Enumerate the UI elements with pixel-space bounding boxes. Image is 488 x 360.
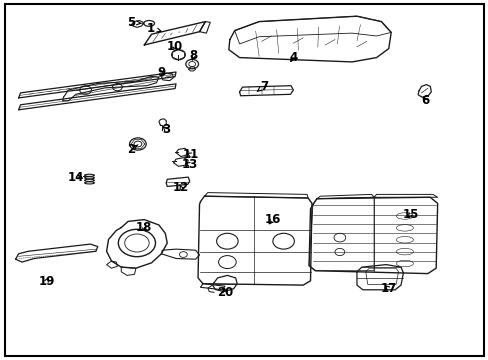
Text: 16: 16 [264, 213, 281, 226]
Text: 7: 7 [257, 80, 267, 93]
Text: 8: 8 [189, 49, 197, 62]
Text: 6: 6 [421, 94, 428, 107]
Text: 12: 12 [172, 181, 189, 194]
Text: 13: 13 [181, 158, 198, 171]
Text: 14: 14 [67, 171, 84, 184]
Text: 18: 18 [136, 221, 152, 234]
Text: 15: 15 [402, 208, 418, 221]
Text: 5: 5 [127, 16, 141, 29]
Text: 4: 4 [289, 51, 297, 64]
Text: 1: 1 [146, 22, 161, 35]
Text: 3: 3 [162, 123, 170, 136]
Text: 11: 11 [182, 148, 199, 161]
Text: 2: 2 [127, 143, 138, 156]
Text: 20: 20 [216, 286, 233, 299]
Text: 17: 17 [380, 282, 396, 295]
Text: 9: 9 [157, 66, 165, 79]
Text: 10: 10 [166, 40, 183, 53]
Text: 19: 19 [38, 275, 55, 288]
